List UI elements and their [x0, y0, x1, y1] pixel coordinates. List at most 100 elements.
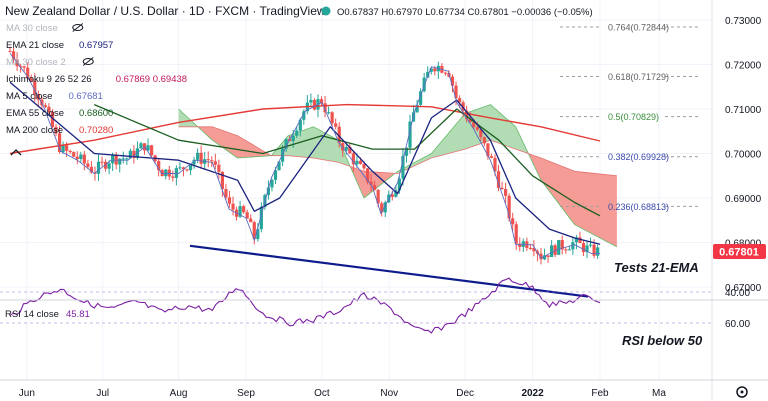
candle-bear: [443, 72, 448, 74]
candle-bull: [596, 247, 600, 256]
candle-bear: [213, 161, 217, 165]
legend-row-value: 0.67681: [69, 91, 103, 102]
candle-bear: [29, 78, 33, 81]
fib-label: 0.764(0.72844): [608, 22, 669, 32]
candle-bull: [327, 112, 331, 114]
candle-bull: [174, 168, 178, 178]
eye-off-icon-slash: [82, 57, 94, 66]
price-tick-label: 0.73000: [725, 16, 762, 27]
support-trendline: [189, 244, 589, 298]
candle-bear: [245, 212, 249, 219]
candle-bull: [574, 237, 578, 243]
candle-bear: [22, 66, 26, 68]
price-tick-label: 0.71000: [725, 105, 762, 116]
candle-bull: [295, 130, 299, 136]
candle-bear: [532, 247, 536, 252]
candle-bear: [86, 163, 90, 167]
rsi-line: [9, 277, 601, 334]
candle-bull: [192, 159, 196, 165]
trendline-group: [189, 244, 589, 298]
candle-bull: [146, 145, 150, 151]
ohlc-readout: O0.67837 H0.67970 L0.67734 C0.67801 −0.0…: [337, 7, 593, 18]
candle-bear: [496, 171, 501, 188]
candle-bull: [280, 148, 285, 162]
candle-bear: [507, 195, 511, 219]
candle-bear: [468, 119, 472, 122]
candle-bull: [429, 68, 433, 72]
legend-row: MA 30 close: [6, 23, 84, 34]
symbol-title[interactable]: New Zealand Dollar / U.S. Dollar · 1D · …: [5, 4, 326, 18]
candle-bear: [362, 163, 366, 169]
legend-row-label: Ichimoku 9 26 52 26: [6, 74, 92, 85]
legend-row: MA 30 close 2: [6, 57, 94, 68]
candle-bear: [8, 51, 12, 53]
candle-bear: [341, 143, 345, 151]
candle-bull: [309, 99, 313, 103]
candle-bear: [511, 218, 515, 225]
annotation-tests-ema: Tests 21-EMA: [614, 260, 699, 275]
candle-bull: [302, 111, 306, 120]
legend-row-label: MA 30 close 2: [6, 57, 66, 68]
price-tick-label: 0.69000: [725, 194, 762, 205]
candle-bull: [571, 242, 575, 250]
time-tick-label: Jun: [19, 388, 35, 399]
candle-bear: [592, 244, 596, 256]
candle-bear: [376, 190, 380, 204]
indicator-lines: [9, 53, 601, 259]
candle-bull: [128, 150, 132, 159]
candle-bear: [500, 187, 504, 190]
candle-bear: [539, 253, 543, 260]
time-tick-label: Feb: [591, 388, 609, 399]
candle-bear: [72, 152, 76, 157]
candle-bear: [224, 189, 228, 198]
price-tick-label: 0.70000: [725, 150, 762, 161]
candle-bull: [259, 207, 263, 230]
candle-bull: [164, 169, 168, 177]
time-tick-label: Nov: [380, 388, 398, 399]
candle-bear: [150, 145, 154, 156]
candle-bear: [489, 156, 494, 158]
candle-bull: [355, 160, 359, 165]
candle-bear: [157, 161, 161, 171]
candle-bear: [50, 111, 55, 128]
legend-row-label: MA 200 close: [6, 125, 63, 136]
candle-bear: [518, 243, 522, 247]
legend-row-label: EMA 21 close: [6, 40, 64, 51]
rsi-legend-value: 45.81: [66, 309, 90, 320]
candle-bear: [26, 67, 30, 79]
candle-bear: [132, 150, 136, 158]
legend-row: Ichimoku 9 26 52 26 0.67869 0.69438: [6, 74, 187, 85]
candle-bear: [43, 105, 47, 107]
candle-bear: [181, 167, 186, 170]
candle-bear: [220, 171, 224, 190]
candle-bear: [482, 137, 486, 144]
gear-icon[interactable]: [736, 386, 748, 398]
candle-bear: [185, 169, 189, 171]
candle-bull: [415, 104, 419, 113]
candle-bear: [454, 85, 458, 99]
candle-bear: [479, 129, 483, 138]
candle-bull: [107, 163, 111, 169]
rsi-panel: [0, 277, 712, 334]
candle-bull: [277, 161, 281, 171]
candle-bear: [171, 176, 175, 178]
candle-bear: [75, 156, 79, 160]
candle-bull: [121, 158, 125, 160]
candle-bull: [408, 121, 412, 148]
candle-bull: [196, 152, 200, 160]
candle-bear: [564, 249, 568, 251]
candle-bull: [61, 145, 65, 152]
candle-bull: [273, 170, 278, 180]
candle-bear: [373, 184, 377, 191]
time-tick-label: Sep: [237, 388, 255, 399]
candle-bull: [139, 143, 143, 149]
collapse-legend-icon[interactable]: [10, 149, 22, 156]
eye-off-icon: [72, 23, 84, 32]
candle-bear: [11, 51, 16, 60]
candle-bull: [521, 241, 525, 247]
legend-row-value: 0.68600: [79, 108, 113, 119]
candle-bear: [348, 146, 352, 154]
ma200-line: [9, 103, 601, 155]
rsi-legend: RSI 14 close 45.81: [5, 309, 90, 320]
